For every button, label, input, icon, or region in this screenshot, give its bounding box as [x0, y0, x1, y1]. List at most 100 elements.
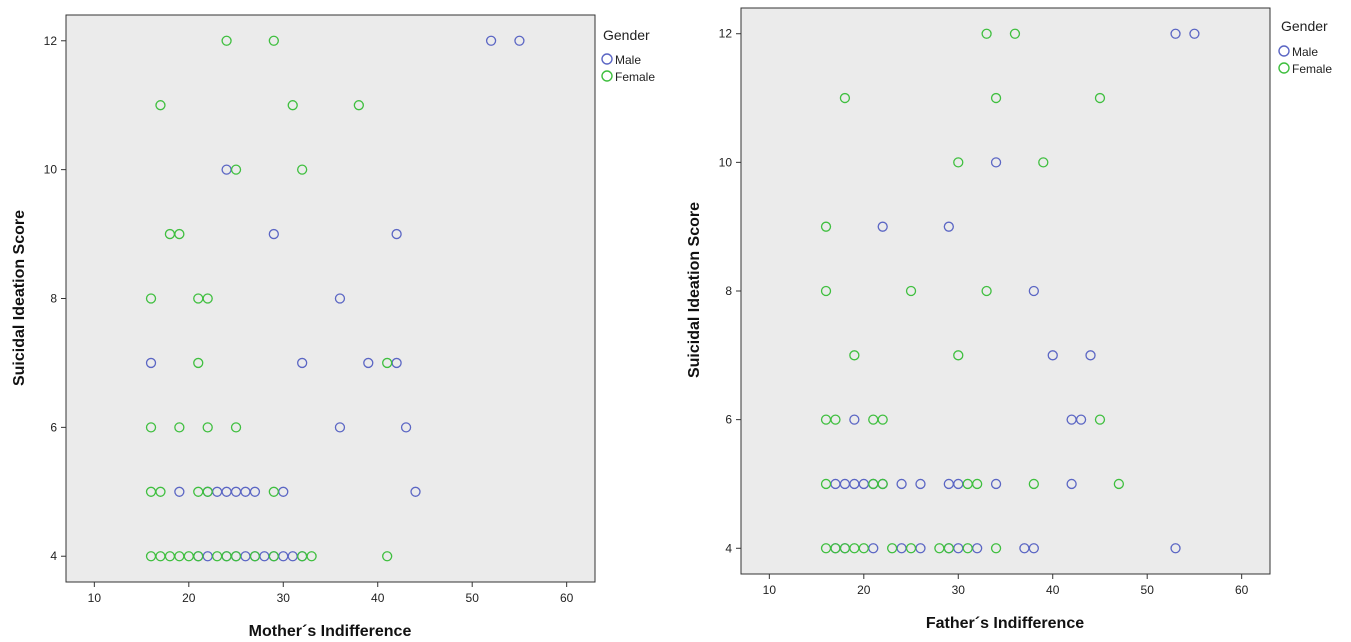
- scatter-point-female: [202, 293, 213, 304]
- scatter-point-female: [905, 285, 917, 297]
- x-tick-label: 20: [182, 591, 196, 605]
- scatter-point-male: [410, 486, 421, 497]
- x-axis-title-left: Mother´s Indifference: [249, 623, 412, 640]
- scatter-point-male: [363, 357, 374, 369]
- scatter-point-male: [249, 486, 261, 497]
- y-tick-label: 8: [50, 292, 57, 306]
- scatter-point-female: [1113, 478, 1125, 490]
- scatter-point-male: [915, 478, 926, 490]
- legend-right: Gender Male Female: [1278, 18, 1332, 76]
- scatter-point-female: [268, 551, 279, 562]
- y-tick-label: 8: [725, 284, 732, 298]
- scatter-point-female: [174, 228, 185, 240]
- scatter-point-female: [145, 422, 157, 433]
- x-tick-label: 50: [1141, 583, 1155, 597]
- scatter-point-male: [990, 157, 1002, 168]
- scatter-point-female: [202, 422, 213, 433]
- x-tick-label: 60: [560, 591, 574, 605]
- legend-label-male-right: Male: [1292, 45, 1318, 59]
- y-tick-label: 6: [725, 413, 732, 427]
- scatter-point-female: [858, 543, 869, 554]
- scatter-point-male: [297, 357, 308, 369]
- scatter-point-male: [174, 486, 185, 497]
- x-tick-label: 10: [88, 591, 102, 605]
- scatter-point-female: [877, 414, 888, 425]
- scatter-point-male: [849, 414, 860, 425]
- scatter-point-male: [1047, 350, 1058, 361]
- x-tick-label: 20: [857, 583, 871, 597]
- scatter-point-male: [485, 35, 497, 46]
- scatter-point-female: [905, 543, 917, 554]
- scatter-point-male: [877, 221, 888, 232]
- chart-mothers-indifference: 10 20 30 40 50 60 4 6 8 10 12 Mother´s Indifferenc…: [11, 14, 655, 640]
- scatter-point-female: [155, 100, 166, 111]
- scatter-point-female: [155, 486, 166, 497]
- scatter-point-female: [382, 357, 393, 369]
- legend-left: Gender Male Female: [601, 27, 655, 84]
- scatter-point-female: [953, 350, 964, 361]
- plot-area-left: [65, 14, 596, 583]
- scatter-point-female: [202, 486, 213, 497]
- scatter-point-female: [268, 35, 279, 46]
- legend-label-female-right: Female: [1292, 62, 1332, 76]
- scatter-point-female: [382, 551, 393, 562]
- legend-title-right: Gender: [1281, 18, 1328, 34]
- scatter-point-male: [334, 422, 346, 433]
- legend-marker-female-left: [601, 70, 613, 82]
- y-axis-title-right: Suicidal Ideation Score: [686, 202, 703, 378]
- y-tick-label: 4: [725, 541, 732, 555]
- axes-left: 10 20 30 40 50 60 4 6 8 10 12: [44, 34, 574, 605]
- x-tick-label: 30: [277, 591, 291, 605]
- legend-marker-male-right: [1278, 45, 1290, 57]
- scatter-point-female: [1094, 414, 1106, 425]
- legend-title-left: Gender: [603, 27, 650, 43]
- x-tick-label: 40: [1046, 583, 1060, 597]
- scatter-point-female: [193, 357, 204, 369]
- x-axis-title-right: Father´s Indifference: [926, 615, 1084, 632]
- scatter-point-female: [820, 478, 832, 490]
- chart-fathers-indifference: 10 20 30 40 50 60 4 6 8 10 12 Father´s Indifferenc…: [686, 7, 1332, 632]
- scatter-point-female: [943, 543, 954, 554]
- scatter-point-female: [287, 100, 298, 111]
- legend-marker-male-left: [601, 53, 613, 65]
- scatter-point-female: [990, 543, 1002, 554]
- scatter-point-female: [820, 285, 832, 297]
- x-tick-label: 30: [952, 583, 966, 597]
- scatter-point-female: [353, 100, 364, 111]
- scatter-point-male: [1189, 28, 1200, 39]
- legend-marker-female-right: [1278, 62, 1290, 74]
- scatter-point-male: [1075, 414, 1087, 425]
- scatter-point-male: [1170, 543, 1181, 554]
- axes-right: 10 20 30 40 50 60 4 6 8 10 12: [719, 27, 1249, 597]
- scatter-point-female: [981, 285, 992, 297]
- scatter-point-male: [400, 422, 412, 433]
- legend-label-male-left: Male: [615, 53, 641, 67]
- scatter-point-male: [1066, 478, 1077, 490]
- y-tick-label: 4: [50, 549, 57, 563]
- scatter-point-female: [1094, 92, 1106, 104]
- scatter-point-female: [1028, 478, 1039, 490]
- scatter-point-male: [514, 35, 525, 46]
- scatter-point-female: [174, 422, 185, 433]
- scatter-point-male: [896, 478, 907, 490]
- scatter-point-female: [830, 414, 841, 425]
- scatter-point-female: [839, 92, 851, 104]
- scatter-point-female: [1009, 28, 1021, 39]
- scatter-point-male: [391, 228, 402, 240]
- scatter-point-female: [820, 221, 832, 232]
- x-tick-label: 40: [371, 591, 385, 605]
- scatter-point-female: [981, 28, 992, 39]
- scatter-point-male: [1170, 28, 1181, 39]
- scatter-point-female: [268, 486, 279, 497]
- scatter-point-male: [1085, 350, 1096, 361]
- scatter-point-female: [849, 350, 860, 361]
- scatter-point-female: [193, 551, 204, 562]
- scatter-point-female: [145, 293, 157, 304]
- scatter-point-male: [1028, 285, 1039, 297]
- y-tick-label: 6: [50, 420, 57, 434]
- scatter-point-female: [962, 543, 973, 554]
- scatter-point-female: [306, 551, 317, 562]
- scatter-point-female: [886, 543, 898, 554]
- scatter-point-male: [943, 221, 954, 232]
